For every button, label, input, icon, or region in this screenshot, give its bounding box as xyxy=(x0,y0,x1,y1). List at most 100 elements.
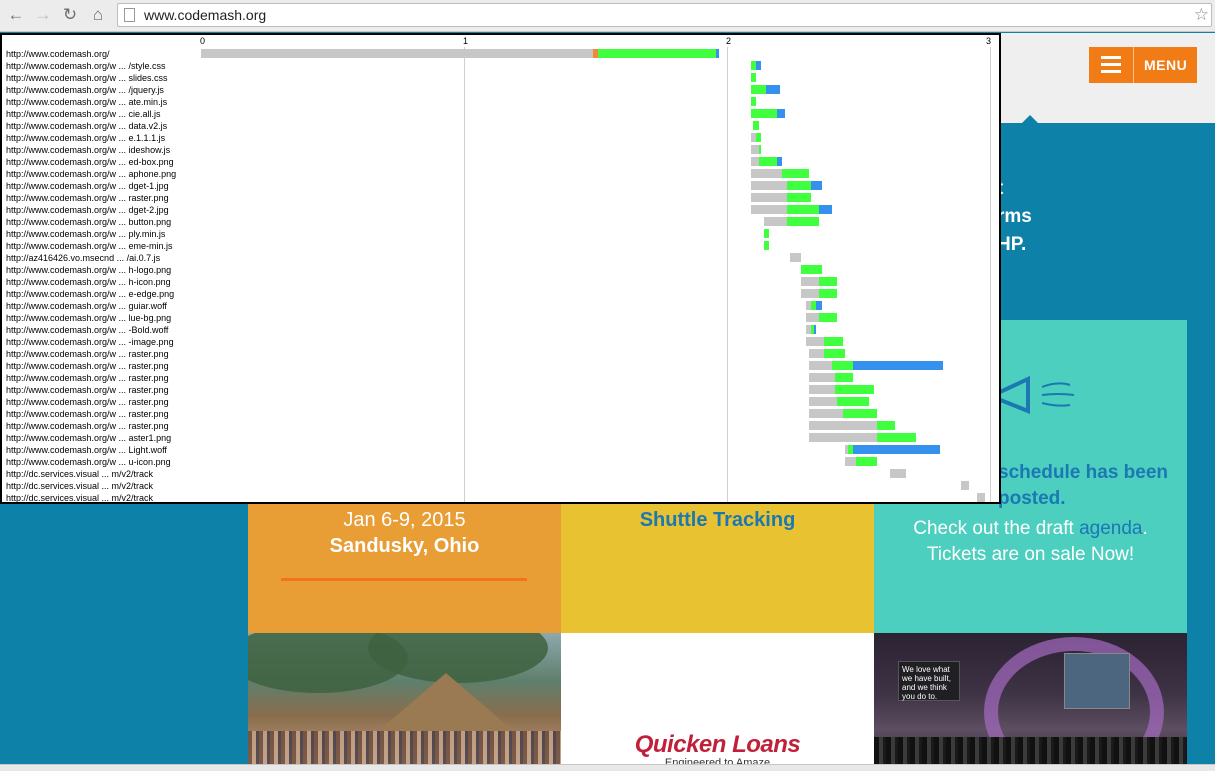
timing-bar-gray xyxy=(805,337,825,346)
timing-bar-green xyxy=(753,121,759,130)
axis-tick-label: 3 xyxy=(986,36,992,46)
timing-bar-green xyxy=(832,361,854,370)
request-label: http://www.codemash.org/w ... -Bold.woff xyxy=(6,325,169,335)
request-label: http://www.codemash.org/w ... raster.png xyxy=(6,421,169,431)
schedule-heading: schedule has been posted. xyxy=(998,460,1168,512)
waterfall-chart: http://www.codemash.org/http://www.codem… xyxy=(0,33,1001,504)
draft-text: Check out the draft xyxy=(913,518,1080,539)
timing-bar-green xyxy=(800,265,822,274)
timing-bar-green xyxy=(758,145,762,154)
timing-bar-green xyxy=(855,457,877,466)
request-label: http://www.codemash.org/w ... aster1.png xyxy=(6,433,172,443)
timing-bar-green xyxy=(811,325,814,334)
request-label: http://www.codemash.org/w ... lue-bg.png xyxy=(6,313,172,323)
request-label: http://www.codemash.org/w ... e-edge.png xyxy=(6,289,175,299)
timing-bar-gray xyxy=(750,205,788,214)
timing-bar-gray xyxy=(805,313,820,322)
browser-toolbar: ← → ↻ ⌂ www.codemash.org ☆ xyxy=(0,0,1215,32)
timing-bar-green xyxy=(837,397,869,406)
request-label: http://www.codemash.org/w ... ate.min.js xyxy=(6,97,168,107)
timing-bar-gray xyxy=(808,361,833,370)
timing-bar-green xyxy=(750,85,767,94)
timing-bar-orange xyxy=(592,49,599,58)
sponsor-tile[interactable]: Quicken Loans Engineered to Amaze xyxy=(561,633,874,771)
schedule-body: Check out the draft agenda. Tickets are … xyxy=(874,516,1187,568)
request-label: http://www.codemash.org/w ... -image.png xyxy=(6,337,174,347)
request-label: http://www.codemash.org/w ... /jquery.js xyxy=(6,85,164,95)
timing-bar-green xyxy=(750,61,756,70)
home-icon[interactable]: ⌂ xyxy=(92,5,104,24)
timing-bar-gray xyxy=(808,349,825,358)
hut-roof xyxy=(376,673,516,733)
timing-bar-gray xyxy=(808,385,835,394)
divider xyxy=(281,578,527,581)
gridline xyxy=(464,47,465,502)
address-bar[interactable]: www.codemash.org ☆ xyxy=(117,3,1212,27)
timing-bar-green xyxy=(834,373,854,382)
timing-bar-green xyxy=(842,409,877,418)
timing-bar-green xyxy=(787,193,812,202)
timing-bar-green xyxy=(847,445,854,454)
timing-bar-green xyxy=(598,49,717,58)
timing-bar-blue xyxy=(853,361,943,370)
timing-bar-gray xyxy=(750,169,783,178)
timing-bar-gray xyxy=(808,421,877,430)
timing-bar-blue xyxy=(766,85,780,94)
request-label: http://www.codemash.org/w ... raster.png xyxy=(6,397,169,407)
request-label: http://dc.services.visual ... m/v2/track xyxy=(6,481,154,491)
timing-bar-green xyxy=(787,217,820,226)
timing-bar-gray xyxy=(750,193,788,202)
agenda-link[interactable]: agenda xyxy=(1079,518,1143,539)
timing-bar-gray xyxy=(763,217,788,226)
request-label: http://www.codemash.org/w ... raster.png xyxy=(6,193,169,203)
timing-bar-gray xyxy=(805,301,812,310)
hero-line: rms xyxy=(997,206,1032,227)
request-label: http://www.codemash.org/w ... dget-1.jpg xyxy=(6,181,169,191)
timing-bar-gray xyxy=(808,409,843,418)
axis-tick-label: 1 xyxy=(463,36,469,46)
timing-bar-green xyxy=(750,109,777,118)
event-info-panel: Jan 6-9, 2015 Sandusky, Ohio xyxy=(248,501,561,633)
timing-bar-blue xyxy=(816,301,822,310)
timing-bar-gray xyxy=(790,253,801,262)
star-icon[interactable]: ☆ xyxy=(1193,5,1209,24)
timing-bar-gray xyxy=(800,277,820,286)
timing-bar-blue xyxy=(755,61,762,70)
video-screen xyxy=(1064,653,1130,709)
request-label: http://www.codemash.org/w ... data.v2.js xyxy=(6,121,168,131)
timing-bar-gray xyxy=(201,49,593,58)
timing-bar-green xyxy=(787,181,812,190)
request-label: http://www.codemash.org/w ... ply.min.js xyxy=(6,229,166,239)
draft-line: Check out the draft agenda. xyxy=(874,516,1187,542)
menu-divider xyxy=(1133,47,1134,83)
reload-icon[interactable]: ↻ xyxy=(62,5,78,24)
url-text[interactable]: www.codemash.org xyxy=(144,7,267,23)
request-label: http://www.codemash.org/w ... dget-2.jpg xyxy=(6,205,169,215)
timing-bar-gray xyxy=(845,457,856,466)
timing-bar-green xyxy=(819,289,838,298)
keynote-photo: We love what we have built, and we think… xyxy=(874,633,1187,771)
request-label: http://www.codemash.org/w ... h-icon.png xyxy=(6,277,171,287)
timing-bar-gray xyxy=(750,133,756,142)
draft-period: . xyxy=(1142,518,1148,539)
status-bar xyxy=(0,764,1215,771)
timing-bar-gray xyxy=(808,397,838,406)
hamburger-icon xyxy=(1101,56,1121,74)
request-label: http://www.codemash.org/w ... eme-min.js xyxy=(6,241,173,251)
timing-bar-green xyxy=(763,229,770,238)
forward-icon[interactable]: → xyxy=(34,5,52,24)
menu-button[interactable]: MENU xyxy=(1089,47,1197,83)
timing-bar-green xyxy=(819,313,838,322)
timing-bar-green xyxy=(758,157,777,166)
request-label: http://az416426.vo.msecnd ... /ai.0.7.js xyxy=(6,253,161,263)
request-label: http://www.codemash.org/w ... raster.png xyxy=(6,409,169,419)
shuttle-tracking-link[interactable]: Shuttle Tracking xyxy=(639,509,796,531)
back-icon[interactable]: ← xyxy=(7,5,25,24)
event-location: Sandusky, Ohio xyxy=(329,535,480,557)
timing-bar-green xyxy=(876,433,917,442)
request-label: http://www.codemash.org/w ... button.png xyxy=(6,217,172,227)
hero-line: HP. xyxy=(997,234,1027,255)
timing-bar-blue xyxy=(819,205,833,214)
request-label: http://www.codemash.org/w ... raster.png xyxy=(6,349,169,359)
request-label: http://www.codemash.org/w ... raster.png xyxy=(6,385,169,395)
